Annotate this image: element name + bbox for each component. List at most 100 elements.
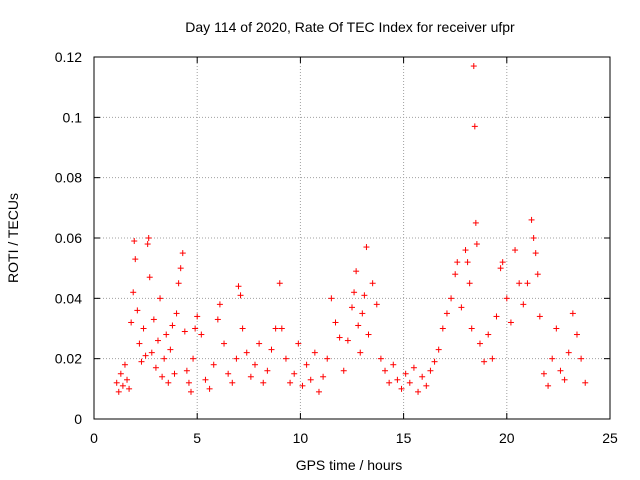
data-point [299, 382, 306, 389]
data-point [185, 379, 192, 386]
data-point [353, 268, 360, 275]
data-point [148, 349, 155, 356]
data-point [448, 295, 455, 302]
data-point [386, 379, 393, 386]
y-tick-label: 0 [74, 411, 82, 427]
data-point [410, 364, 417, 371]
data-point [188, 388, 195, 395]
data-point [573, 331, 580, 338]
data-point [530, 235, 537, 241]
data-point [520, 301, 527, 308]
data-point [183, 367, 190, 374]
data-point [402, 370, 409, 377]
data-point [344, 337, 351, 344]
data-point [198, 331, 205, 338]
data-point [247, 373, 254, 380]
data-point [349, 304, 355, 311]
data-point [124, 376, 131, 383]
data-point [126, 385, 133, 392]
data-point [382, 367, 389, 374]
data-point [406, 379, 413, 386]
data-point [131, 238, 138, 245]
data-point [497, 265, 504, 272]
grid-lines [94, 57, 610, 419]
data-point [119, 382, 126, 389]
data-point [565, 349, 572, 356]
data-point [452, 271, 459, 278]
data-point [485, 331, 492, 338]
data-point [431, 358, 438, 365]
data-point [150, 316, 157, 323]
data-point [557, 367, 564, 374]
data-point [470, 63, 477, 70]
y-tick-label: 0.04 [55, 290, 82, 306]
data-point [351, 289, 358, 296]
data-point [165, 379, 172, 386]
data-point [113, 379, 120, 386]
data-point [536, 313, 543, 320]
data-point [357, 349, 364, 356]
data-point [516, 280, 523, 287]
x-tick-label: 5 [193, 430, 201, 446]
data-point [130, 289, 137, 296]
data-point [307, 376, 314, 383]
data-point [468, 325, 475, 332]
data-point [512, 247, 519, 254]
data-point [256, 340, 263, 347]
data-point [235, 283, 242, 290]
data-point [324, 355, 331, 362]
axis-ticks [93, 56, 611, 420]
data-point [157, 295, 164, 302]
data-point [507, 319, 514, 326]
data-point [272, 325, 279, 332]
data-point [264, 367, 271, 374]
data-point [311, 349, 318, 356]
x-axis-label: GPS time / hours [296, 457, 403, 473]
data-point [390, 361, 397, 368]
data-point [534, 271, 541, 278]
x-tick-label: 20 [499, 430, 515, 446]
data-point [177, 265, 184, 272]
data-point [152, 364, 159, 371]
data-point [169, 322, 176, 329]
data-point [472, 219, 479, 226]
y-axis-label: ROTI / TECUs [5, 193, 21, 283]
data-point [553, 325, 560, 332]
y-tick-label: 0.1 [63, 109, 83, 125]
data-point [315, 388, 322, 395]
data-point [190, 355, 197, 362]
data-point [229, 379, 236, 386]
data-point [237, 292, 244, 299]
data-point [398, 385, 405, 392]
data-point [210, 361, 217, 368]
data-point [173, 310, 180, 317]
data-point [373, 301, 380, 308]
data-point [282, 355, 289, 362]
data-point [377, 355, 384, 362]
data-point [159, 373, 166, 380]
data-point [134, 307, 141, 314]
data-point [171, 370, 178, 377]
data-point [532, 250, 539, 257]
data-point [328, 295, 335, 302]
data-point [221, 340, 228, 347]
x-tick-labels: 0 5 10 15 20 25 [90, 430, 618, 446]
data-point [363, 244, 370, 251]
data-point [365, 331, 372, 338]
data-point [458, 304, 465, 311]
data-point [194, 313, 201, 320]
x-tick-label: 10 [293, 430, 309, 446]
data-point [146, 274, 153, 281]
data-point [181, 328, 188, 335]
data-point [179, 250, 186, 257]
data-point [493, 313, 500, 320]
data-point [394, 376, 401, 383]
data-point [369, 280, 376, 287]
data-point [145, 235, 152, 241]
y-tick-label: 0.02 [55, 351, 82, 367]
data-point [569, 310, 576, 317]
data-point [121, 361, 128, 368]
data-point [578, 355, 585, 362]
data-point [303, 361, 310, 368]
